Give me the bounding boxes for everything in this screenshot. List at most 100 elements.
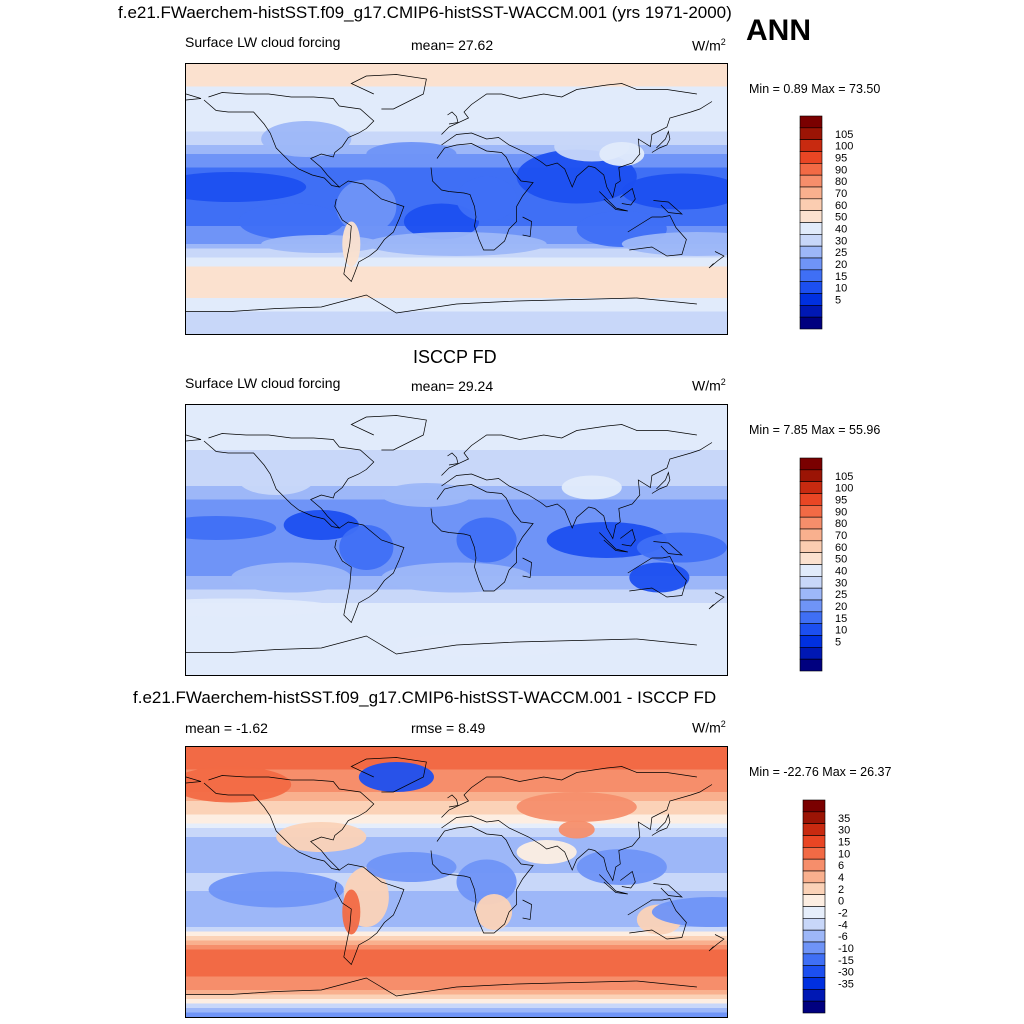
zonal-band — [186, 131, 727, 137]
colorbar-tick-label: 30 — [835, 577, 847, 589]
panel3-heading: f.e21.FWaerchem-histSST.f09_g17.CMIP6-hi… — [133, 688, 717, 707]
zonal-band — [186, 271, 727, 277]
zonal-band — [186, 185, 727, 191]
coastline — [186, 977, 697, 997]
zonal-band — [186, 886, 727, 892]
zonal-band — [186, 985, 727, 991]
coastline — [599, 191, 628, 212]
zonal-band — [186, 832, 727, 838]
zonal-band — [186, 64, 727, 70]
zonal-band — [186, 967, 727, 973]
colorbar-box — [799, 635, 823, 648]
colorbar-box — [802, 941, 826, 955]
colorbar-box — [802, 977, 826, 990]
coastline — [620, 187, 636, 206]
zonal-band — [186, 864, 727, 870]
field-region — [261, 235, 382, 253]
zonal-band — [186, 594, 727, 600]
zonal-band — [186, 544, 727, 550]
zonal-band — [186, 104, 727, 110]
colorbar-box — [799, 540, 823, 553]
colorbar-tick-label: -4 — [838, 919, 848, 931]
zonal-band — [186, 936, 727, 942]
zonal-band — [186, 760, 727, 766]
zonal-band — [186, 976, 727, 982]
zonal-band — [186, 95, 727, 101]
colorbar-tick-label: -10 — [838, 943, 854, 955]
colorbar-box — [802, 989, 826, 1002]
colorbar-box — [802, 882, 826, 895]
colorbar-tick-label: -15 — [838, 955, 854, 967]
zonal-band — [186, 176, 727, 182]
zonal-band — [186, 526, 727, 532]
zonal-band — [186, 819, 727, 825]
colorbar-box — [802, 847, 826, 860]
panel3-colorbar: 35 30 15 10 6 4 2 0 -2 -4 -6 -10 -15 -30 -35 — [802, 799, 892, 1019]
zonal-band — [186, 504, 727, 510]
field-region — [476, 894, 513, 930]
colorbar-box — [799, 186, 823, 200]
field-region — [366, 852, 457, 882]
field-region — [208, 871, 344, 908]
zonal-band — [186, 603, 727, 609]
coastline — [186, 635, 697, 655]
zonal-band — [186, 140, 727, 146]
panel1-colorbar: 105 100 95 90 80 70 60 50 40 30 25 20 15 10 5 — [799, 115, 889, 335]
colorbar-box — [799, 234, 823, 247]
colorbar-box — [799, 623, 823, 636]
colorbar-box — [802, 835, 826, 848]
coastline — [203, 92, 375, 188]
zonal-band — [186, 850, 727, 856]
zonal-band — [186, 298, 727, 304]
coastline — [651, 471, 671, 494]
zonal-band — [186, 427, 727, 433]
field-region — [186, 766, 292, 803]
zonal-band — [186, 801, 727, 807]
colorbar-tick-label: 40 — [835, 565, 847, 577]
panel2-map — [185, 404, 728, 676]
zonal-band — [186, 949, 727, 955]
panel2-colorbar: 105 100 95 90 80 70 60 50 40 30 25 20 15 10 5 — [799, 457, 889, 677]
coastline — [627, 215, 687, 257]
colorbar-tick-label: 25 — [835, 247, 847, 259]
zonal-band — [186, 931, 727, 937]
panel1-map-svg — [186, 64, 727, 334]
zonal-band — [186, 194, 727, 200]
colorbar-box — [799, 505, 823, 518]
field-region — [621, 173, 727, 210]
zonal-band — [186, 787, 727, 793]
zonal-band — [186, 1008, 727, 1014]
zonal-band — [186, 262, 727, 268]
colorbar-tick-label: 70 — [835, 188, 847, 200]
colorbar-tick-label: 95 — [835, 494, 847, 506]
colorbar-tick-label: 95 — [835, 152, 847, 164]
field-region — [231, 562, 352, 593]
zonal-band — [186, 927, 727, 933]
coastline — [350, 757, 427, 793]
colorbar-tick-label: 60 — [835, 542, 847, 554]
colorbar-box — [802, 811, 826, 824]
colorbar-tick-label: -35 — [838, 978, 854, 990]
coastline — [186, 83, 713, 199]
panel3-minmax: Min = -22.76 Max = 26.37 — [749, 765, 892, 779]
colorbar-tick-label: 105 — [835, 129, 853, 141]
zonal-band — [186, 751, 727, 757]
colorbar-tick-label: 90 — [835, 164, 847, 176]
zonal-band — [186, 149, 727, 155]
colorbar-box — [799, 257, 823, 271]
colorbar-tick-label: 2 — [838, 884, 844, 896]
zonal-band — [186, 307, 727, 313]
panel1-variable-label: Surface LW cloud forcing — [185, 34, 341, 50]
colorbar-box — [799, 599, 823, 613]
zonal-band — [186, 945, 727, 951]
zonal-band — [186, 841, 727, 847]
colorbar-tick-label: -30 — [838, 967, 854, 979]
panel2-mean-label: mean= 29.24 — [411, 378, 494, 394]
zonal-band — [186, 445, 727, 451]
zonal-band — [186, 73, 727, 79]
colorbar-tick-label: 80 — [835, 176, 847, 188]
zonal-band — [186, 280, 727, 286]
colorbar-tick-label: 100 — [835, 483, 853, 495]
zonal-band — [186, 167, 727, 173]
